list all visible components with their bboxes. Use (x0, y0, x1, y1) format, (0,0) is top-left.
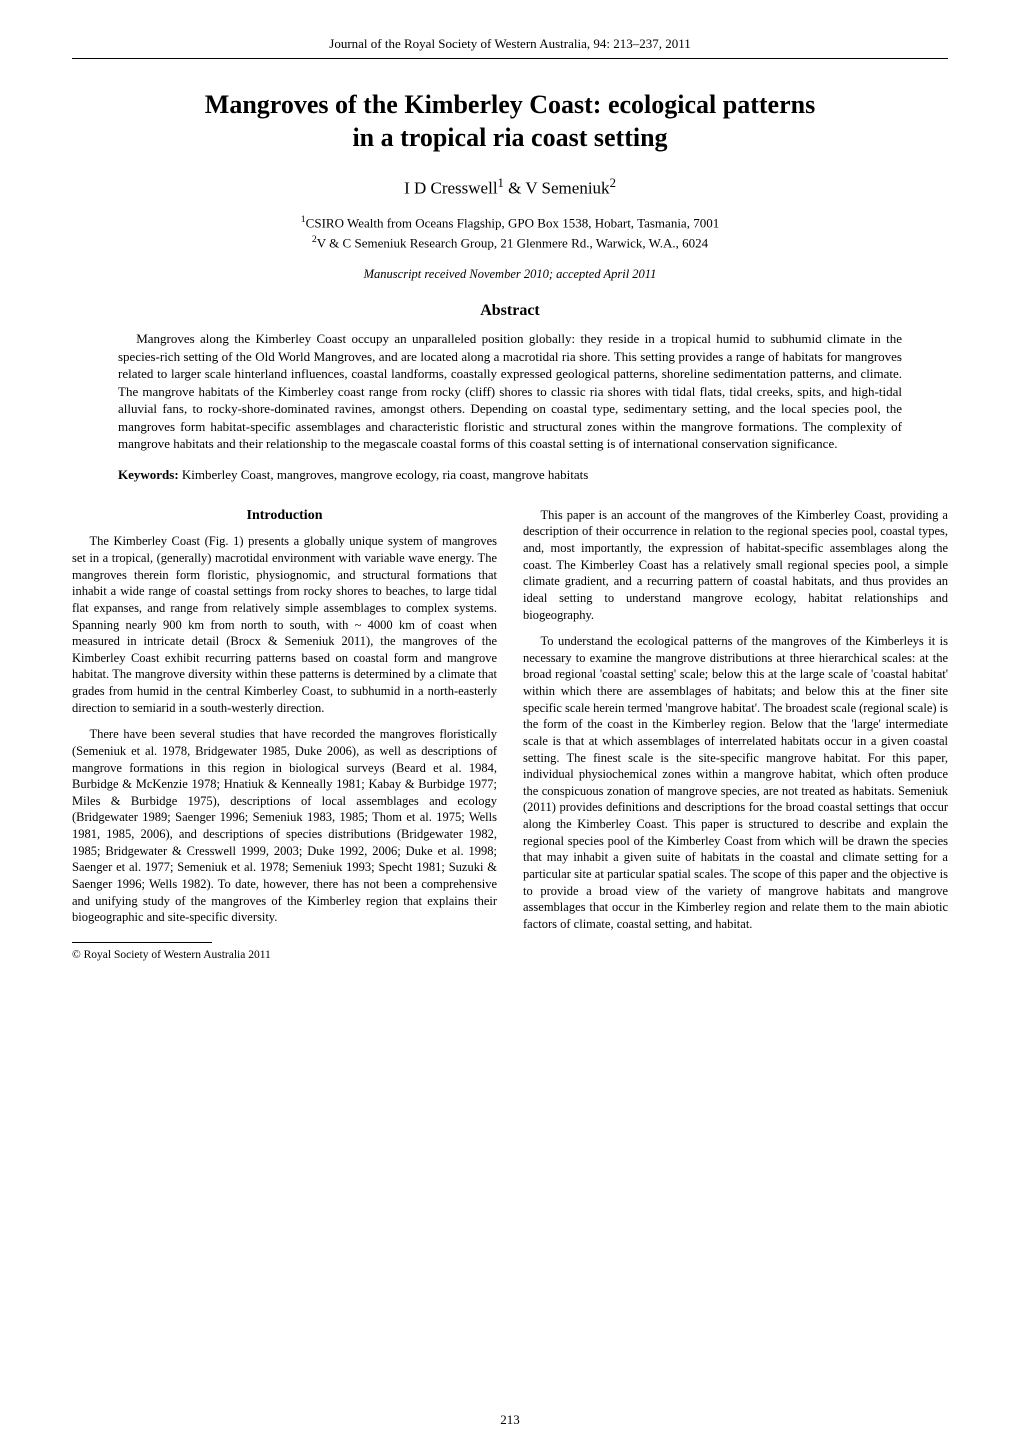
left-column: Introduction The Kimberley Coast (Fig. 1… (72, 507, 497, 963)
footnote-rule (72, 942, 212, 943)
keywords-label: Keywords: (118, 467, 179, 482)
affiliation-1: CSIRO Wealth from Oceans Flagship, GPO B… (306, 215, 720, 230)
intro-para-left-2: There have been several studies that hav… (72, 726, 497, 926)
page-number: 213 (0, 1412, 1020, 1428)
authors: I D Cresswell1 & V Semeniuk2 (72, 176, 948, 199)
intro-para-right-1: This paper is an account of the mangrove… (523, 507, 948, 623)
keywords-text: Kimberley Coast, mangroves, mangrove eco… (179, 467, 589, 482)
article-title: Mangroves of the Kimberley Coast: ecolog… (72, 89, 948, 154)
right-column: This paper is an account of the mangrove… (523, 507, 948, 963)
running-head: Journal of the Royal Society of Western … (72, 36, 948, 59)
keywords-line: Keywords: Kimberley Coast, mangroves, ma… (118, 467, 902, 483)
title-line-2: in a tropical ria coast setting (352, 123, 667, 152)
body-columns: Introduction The Kimberley Coast (Fig. 1… (72, 507, 948, 963)
intro-para-right-2: To understand the ecological patterns of… (523, 633, 948, 932)
copyright-footnote: © Royal Society of Western Australia 201… (72, 948, 497, 963)
manuscript-note: Manuscript received November 2010; accep… (72, 267, 948, 282)
affiliations: 1CSIRO Wealth from Oceans Flagship, GPO … (72, 213, 948, 253)
affiliation-2: V & C Semeniuk Research Group, 21 Glenme… (317, 235, 708, 250)
intro-heading: Introduction (72, 507, 497, 526)
intro-para-left-1: The Kimberley Coast (Fig. 1) presents a … (72, 533, 497, 716)
abstract-heading: Abstract (72, 302, 948, 320)
title-line-1: Mangroves of the Kimberley Coast: ecolog… (205, 90, 815, 119)
abstract-body: Mangroves along the Kimberley Coast occu… (118, 330, 902, 453)
